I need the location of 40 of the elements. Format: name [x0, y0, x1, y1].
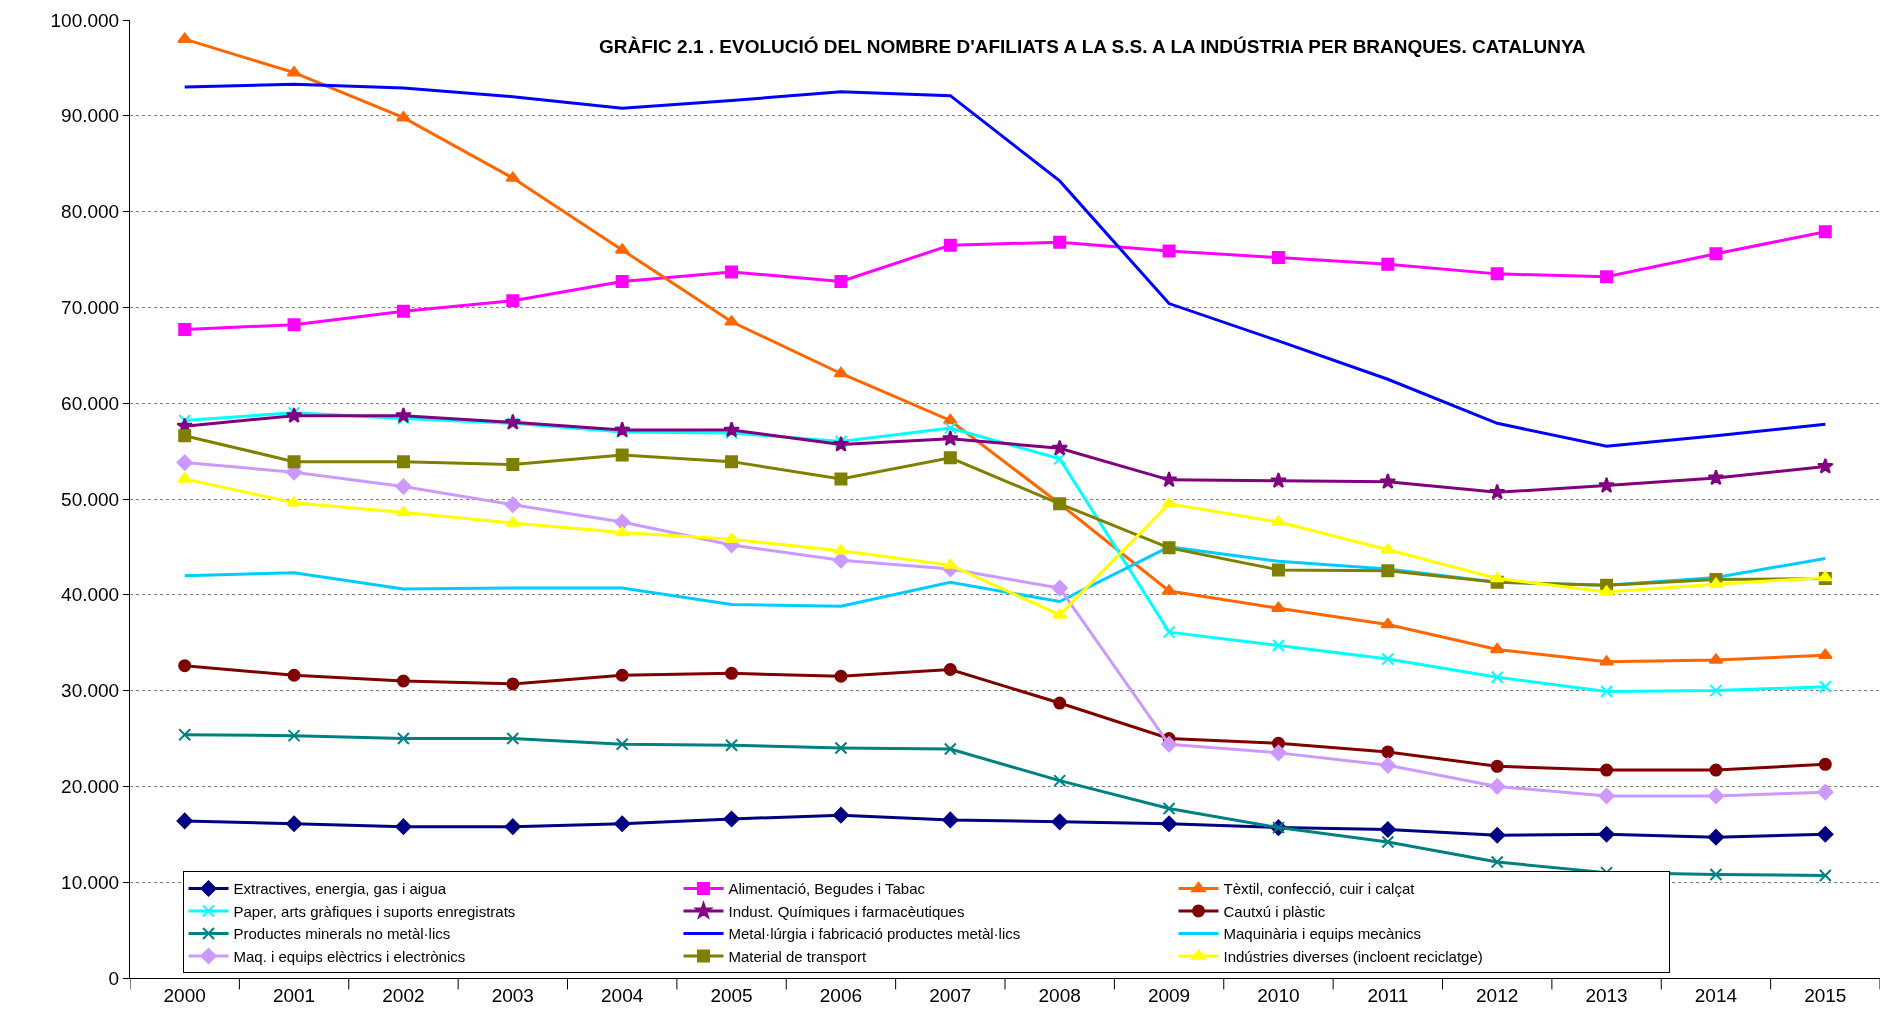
legend-label: Cautxú i plàstic	[1223, 902, 1326, 920]
y-tick-label: 0	[108, 967, 120, 989]
legend-label: Maquinària i equips mecànics	[1223, 925, 1422, 943]
legend-label: Productes minerals no metàl·lics	[233, 925, 451, 943]
legend-label: Paper, arts gràfiques i suports enregistrats	[233, 902, 516, 920]
y-tick-label: 10.000	[61, 871, 120, 893]
y-tick-label: 60.000	[61, 392, 120, 414]
text: GRÀFIC 2.1 . EVOLUCIÓ DEL NOMBRE D'AFILIATS A LA S.S. A LA INDÚSTRIA PER BRANQUES. CATALUNYA	[599, 36, 1586, 57]
legend-label: Material de transport	[728, 947, 867, 965]
legend-label: Alimentació, Begudes i Tabac	[728, 880, 926, 898]
x-tick-label: 2013	[1585, 984, 1628, 1006]
x-tick-label: 2010	[1257, 984, 1300, 1006]
x-tick-label: 2006	[819, 984, 863, 1006]
legend-label: Tèxtil, confecció, cuir i calçat	[1223, 880, 1416, 898]
x-tick-label: 2008	[1038, 984, 1081, 1006]
x-tick-label: 2014	[1694, 984, 1738, 1006]
y-tick-label: 30.000	[61, 680, 120, 702]
y-tick-label: 100.000	[50, 9, 120, 31]
legend-label: Extractives, energia, gas i aigua	[233, 880, 447, 898]
y-tick-label: 20.000	[61, 776, 120, 798]
x-tick-label: 2011	[1367, 984, 1409, 1006]
legend-label: Indust. Químiques i farmacèutiques	[728, 902, 965, 920]
x-tick-label: 2015	[1804, 984, 1847, 1006]
x-tick-label: 2004	[601, 984, 644, 1006]
x-tick-label: 2002	[382, 984, 425, 1006]
y-tick-label: 80.000	[61, 201, 120, 223]
x-tick-label: 2001	[272, 984, 316, 1006]
x-tick-label: 2003	[491, 984, 534, 1006]
x-tick-label: 2000	[163, 984, 206, 1006]
x-tick-label: 2009	[1147, 984, 1191, 1006]
x-tick-label: 2012	[1476, 984, 1519, 1006]
y-tick-label: 70.000	[61, 297, 120, 319]
y-tick-label: 40.000	[61, 584, 120, 606]
legend-label: Maq. i equips elèctrics i electrònics	[233, 947, 466, 965]
legend-label: Metal·lúrgia i fabricació productes metàl·lics	[728, 925, 1021, 943]
y-tick-label: 50.000	[61, 488, 120, 510]
x-tick-label: 2007	[929, 984, 972, 1006]
x-tick-label: 2005	[710, 984, 753, 1006]
y-tick-label: 90.000	[61, 105, 120, 127]
legend-label: Indústries diverses (incloent reciclatge)	[1223, 947, 1483, 965]
